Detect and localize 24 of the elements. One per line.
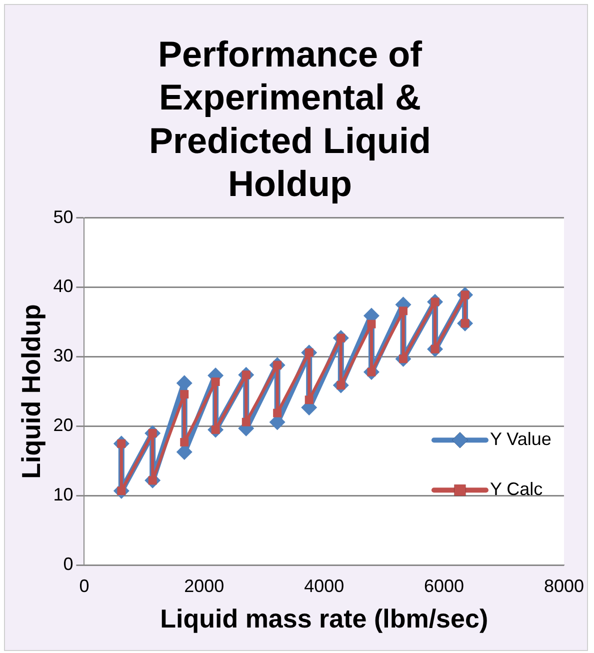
point bbox=[273, 408, 282, 418]
point bbox=[180, 438, 189, 446]
point bbox=[367, 320, 376, 328]
y-tick-label: 0 bbox=[63, 554, 74, 574]
point bbox=[399, 306, 408, 316]
x-tick-label: 4000 bbox=[304, 576, 344, 596]
y-tick-label: 40 bbox=[53, 276, 74, 296]
x-axis-title: Liquid mass rate (lbm/sec) bbox=[160, 604, 488, 634]
y-tick-label: 20 bbox=[53, 415, 74, 436]
y-tick-label: 10 bbox=[53, 484, 74, 505]
y-tick-label: 30 bbox=[53, 346, 74, 366]
x-tick-label: 0 bbox=[79, 576, 90, 596]
legend-label: Y Value bbox=[490, 429, 552, 450]
y-axis-title: Liquid Holdup bbox=[16, 304, 46, 479]
point bbox=[242, 418, 250, 426]
chart-title: Performance of Experimental & Predicted Liquid Holdup bbox=[148, 34, 432, 204]
point bbox=[211, 378, 220, 386]
y-tick-label: 50 bbox=[53, 206, 74, 227]
point bbox=[180, 390, 189, 399]
point bbox=[304, 396, 314, 404]
x-tick-label: 8000 bbox=[544, 576, 584, 596]
x-tick-label: 6000 bbox=[424, 576, 464, 596]
legend-label: Y Calc bbox=[490, 479, 543, 500]
x-tick-label: 2000 bbox=[184, 576, 224, 596]
